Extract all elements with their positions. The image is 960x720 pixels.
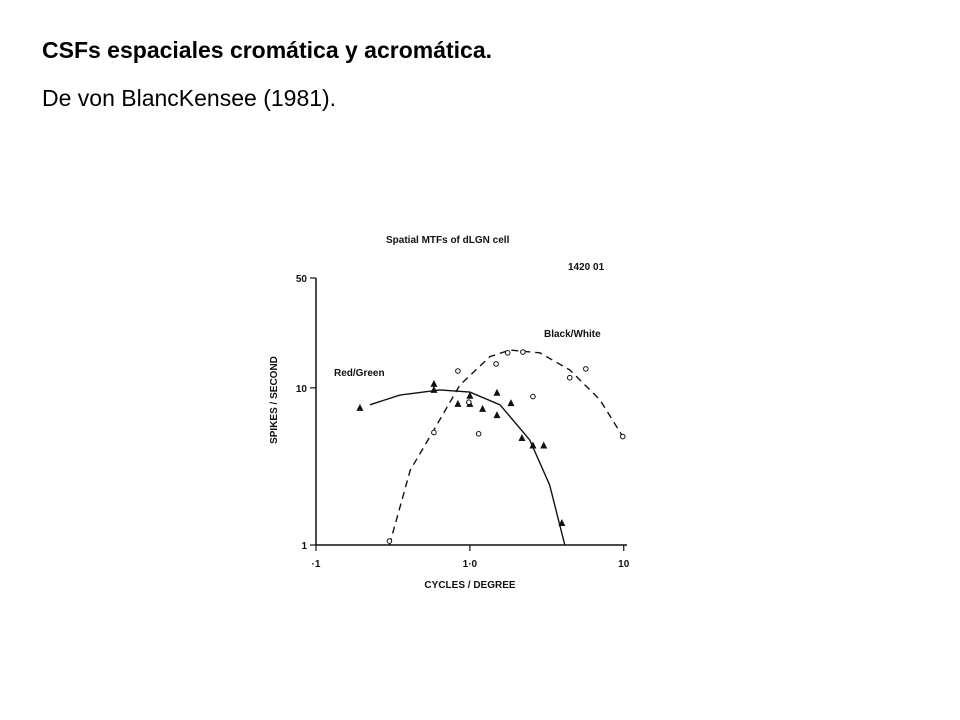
- y-axis-label: SPIKES / SECOND: [269, 356, 280, 444]
- slide-subtitle: De von BlancKensee (1981).: [42, 85, 336, 111]
- point: [619, 433, 626, 440]
- point: [530, 393, 536, 400]
- x-tick-label: 1·0: [463, 559, 478, 570]
- y-tick-label: 10: [296, 384, 308, 395]
- point: [466, 399, 472, 406]
- point: [583, 366, 589, 372]
- point: [430, 379, 438, 387]
- point: [493, 361, 499, 367]
- y-tick-label: 50: [296, 274, 308, 285]
- point: [466, 391, 474, 399]
- point: [431, 429, 437, 436]
- series-label: Red/Green: [334, 368, 385, 379]
- point: [529, 441, 537, 449]
- point: [507, 399, 515, 407]
- point: [518, 433, 526, 441]
- x-tick-label: ·1: [312, 559, 321, 570]
- point: [558, 519, 566, 527]
- fit-curve: [369, 389, 566, 546]
- point: [430, 385, 438, 393]
- point: [455, 368, 461, 374]
- point: [386, 538, 393, 544]
- point: [540, 441, 548, 449]
- chart-subtitle: 1420 01: [568, 262, 605, 273]
- slide-title: CSFs espaciales cromática y acromática.: [42, 37, 492, 63]
- point: [493, 388, 501, 396]
- point: [504, 350, 511, 356]
- series-label: Black/White: [544, 329, 601, 340]
- point: [520, 349, 526, 355]
- chart-title: Spatial MTFs of dLGN cell: [386, 235, 510, 246]
- point: [454, 399, 462, 407]
- x-axis-label: CYCLES / DEGREE: [424, 580, 515, 591]
- point: [493, 411, 501, 419]
- y-tick-label: 1: [301, 541, 307, 552]
- point: [479, 404, 487, 412]
- fit-curve: [388, 349, 624, 546]
- x-tick-label: 10: [618, 559, 630, 570]
- point: [566, 374, 573, 381]
- point: [356, 403, 364, 411]
- point: [475, 431, 482, 437]
